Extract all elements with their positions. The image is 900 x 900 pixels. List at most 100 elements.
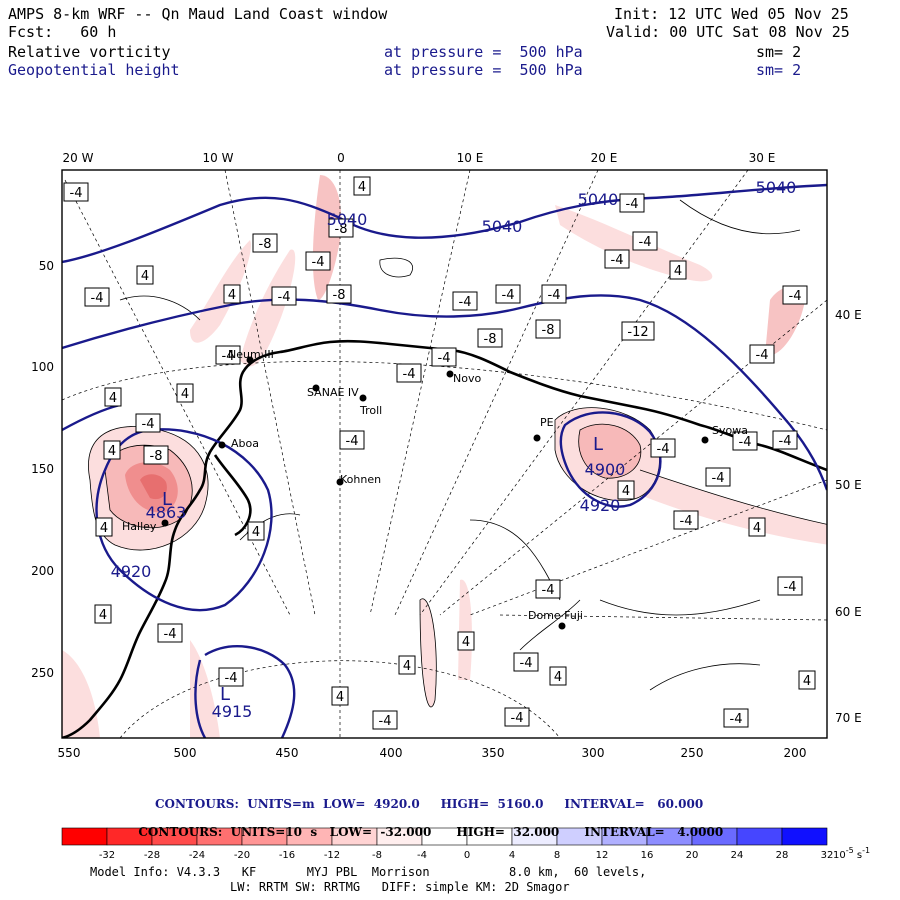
svg-text:PE: PE [540, 416, 554, 429]
contour-label-box: -8 [143, 445, 169, 465]
contour-label: -4 [379, 714, 392, 729]
contour-label: -4 [312, 255, 325, 270]
contour-label-box: -4 [604, 249, 630, 269]
contour-label-box: -4 [84, 287, 110, 307]
contour-label: 4 [803, 674, 811, 689]
colorbar-swatch [736, 827, 783, 846]
contour-label: -12 [627, 325, 648, 340]
contour-label-box: -8 [326, 284, 352, 304]
svg-text:Dome Fuji: Dome Fuji [528, 609, 583, 622]
bottom-axis-label: 450 [276, 746, 299, 760]
station-dome-fuji: Dome Fuji [528, 609, 583, 630]
colorbar-tick: -16 [279, 850, 295, 861]
contour-label: -8 [335, 222, 348, 237]
vorticity-contour-text: CONTOURS: UNITS=10 s LOW= -32.000 HIGH= … [138, 825, 724, 839]
contour-label-box: 4 [331, 686, 349, 706]
height-contour-info: CONTOURS: UNITS=m LOW= 4920.0 HIGH= 5160… [155, 797, 704, 811]
left-axis-label: 50 [39, 259, 54, 273]
station-sanae-iv: SANAE IV [307, 384, 359, 399]
contour-label-box: -4 [135, 413, 161, 433]
station-pe: PE [533, 416, 554, 442]
colorbar-tick: 4 [509, 850, 515, 861]
forecast-hour: Fcst: 60 h [8, 23, 117, 41]
top-axis-label: 30 E [749, 151, 776, 165]
contour-label-box: -8 [252, 233, 278, 253]
contour-label-box: 4 [798, 670, 816, 690]
colorbar-tick: 20 [686, 850, 699, 861]
contour-label-box: 4 [95, 517, 113, 537]
contour-label-box: 4 [136, 265, 154, 285]
contour-label: -4 [657, 442, 670, 457]
contour-label: 4 [622, 484, 630, 499]
field2-name: Geopotential height [8, 61, 180, 79]
contour-label: -4 [278, 290, 291, 305]
station-aboa: Aboa [218, 437, 259, 450]
contour-label-box: 4 [748, 517, 766, 537]
colorbar-tick: 8 [554, 850, 560, 861]
contour-label-box: 4 [669, 260, 687, 280]
contour-label: -4 [520, 656, 533, 671]
contour-label: -4 [548, 288, 561, 303]
right-axis-label: 50 E [835, 478, 862, 492]
svg-text:Halley: Halley [122, 520, 157, 533]
left-axis-label: 250 [31, 666, 54, 680]
map-frame [61, 169, 828, 739]
contour-label: -4 [70, 186, 83, 201]
contour-label-box: -4 [495, 284, 521, 304]
contour-label-box: 4 [549, 666, 567, 686]
contour-label-boxes: -4 4 -8 -4 -8 -4 4 -4 -4 4 -4 4 -4 -8 -4 -4 -4 -4 -8 -12 -8 -… [63, 176, 816, 730]
contour-label: 4 [403, 659, 411, 674]
contour-label-box: -4 [63, 182, 89, 202]
contour-label: -4 [639, 235, 652, 250]
contour-label-box: -4 [650, 438, 676, 458]
low-marker: L [162, 489, 172, 510]
contour-label-box: -12 [621, 321, 655, 341]
top-axis-label: 10 W [203, 151, 234, 165]
height-label: 4920 [580, 496, 621, 515]
contour-label: -4 [789, 289, 802, 304]
contour-label: 4 [109, 391, 117, 406]
top-axis-label: 20 E [591, 151, 618, 165]
contour-label-box: -4 [157, 623, 183, 643]
right-axis-label: 40 E [835, 308, 862, 322]
colorbar-tick: 28 [776, 850, 789, 861]
axis-labels: 20 W 10 W 0 10 E 20 E 30 E 50 100 150 200 250 550 50… [31, 151, 862, 760]
height-label: 4900 [585, 460, 626, 479]
contour-label: -4 [712, 471, 725, 486]
colorbar-tick: -4 [417, 850, 427, 861]
bottom-axis-label: 200 [784, 746, 807, 760]
contour-label: 4 [462, 635, 470, 650]
colorbar-swatch [61, 827, 108, 846]
svg-text:SANAE IV: SANAE IV [307, 386, 359, 399]
valid-time: Valid: 00 UTC Sat 08 Nov 25 [606, 23, 850, 41]
station-neum-iii: Neum III [228, 348, 274, 364]
colorbar-swatch [781, 827, 828, 846]
height-label: 5040 [327, 210, 368, 229]
station-novo: Novo [446, 370, 481, 385]
station-halley: Halley [122, 519, 169, 533]
contour-label-box: 4 [617, 480, 635, 500]
contour-label: 4 [141, 269, 149, 284]
contour-label: -4 [346, 434, 359, 449]
contour-label-box: -8 [535, 319, 561, 339]
contour-label: -4 [611, 253, 624, 268]
contour-label: -4 [542, 583, 555, 598]
contour-label-box: 4 [398, 655, 416, 675]
station-troll: Troll [359, 394, 382, 417]
contour-label-box: -4 [215, 345, 241, 365]
contour-label-box: 4 [176, 383, 194, 403]
contour-label-box: -4 [732, 431, 758, 451]
vorticity-shading [62, 175, 827, 738]
station-syowa: Syowa [701, 424, 748, 444]
contour-label: 4 [554, 670, 562, 685]
height-label: 5040 [578, 190, 619, 209]
contour-label: -4 [225, 671, 238, 686]
contour-label-box: -4 [772, 430, 798, 450]
contour-label: -4 [739, 435, 752, 450]
height-label: 4863 [146, 503, 187, 522]
contour-label-box: -4 [777, 576, 803, 596]
contour-label: 4 [252, 525, 260, 540]
right-axis-label: 70 E [835, 711, 862, 725]
contour-label-box: -4 [372, 710, 398, 730]
